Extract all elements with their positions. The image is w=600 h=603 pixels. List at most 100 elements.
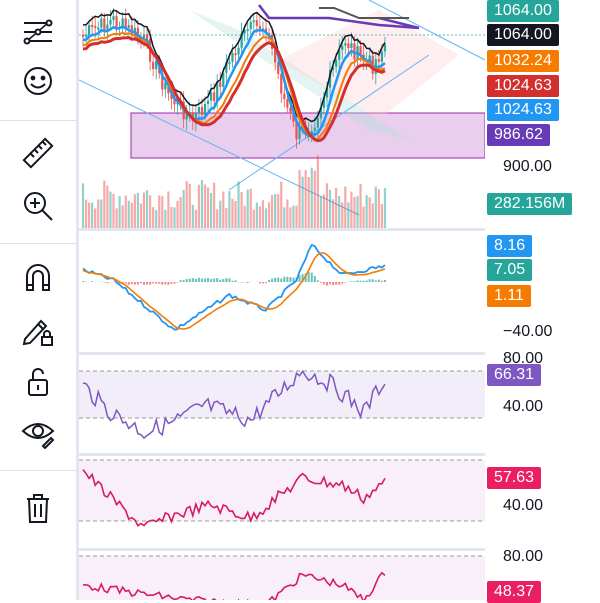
macd-histogram-bar bbox=[335, 282, 337, 285]
volume-bar bbox=[100, 200, 102, 228]
candle-body bbox=[314, 128, 316, 131]
zoom-in-icon[interactable] bbox=[14, 186, 62, 226]
candle-body bbox=[283, 94, 285, 100]
drawing-toolbar bbox=[0, 0, 76, 600]
macd-histogram-bar bbox=[289, 277, 291, 282]
volume-bar bbox=[192, 205, 194, 228]
volume-bar bbox=[314, 171, 316, 228]
osc3-band bbox=[79, 556, 485, 600]
macd-histogram-bar bbox=[350, 281, 352, 282]
price-axis[interactable]: 1064.00 1064.00 1032.24 1024.63 1024.63 … bbox=[485, 0, 600, 600]
volume-bar bbox=[363, 207, 365, 228]
chart-area[interactable] bbox=[79, 0, 485, 600]
volume-bar bbox=[152, 207, 154, 228]
candle-body bbox=[82, 35, 84, 37]
volume-bar bbox=[228, 191, 230, 228]
macd-histogram-bar bbox=[360, 281, 362, 282]
magnet-icon[interactable] bbox=[14, 257, 62, 297]
candle-body bbox=[250, 22, 252, 29]
eye-icon[interactable] bbox=[14, 412, 62, 452]
candle-body bbox=[109, 20, 111, 25]
volume-bar bbox=[381, 204, 383, 228]
macd-histogram-bar bbox=[158, 282, 160, 284]
macd-badge-line: 8.16 bbox=[487, 235, 532, 257]
macd-histogram-bar bbox=[222, 279, 224, 282]
volume-bar bbox=[170, 207, 172, 228]
unlock-icon[interactable] bbox=[14, 362, 62, 402]
macd-histogram-bar bbox=[192, 278, 194, 282]
osc2-badge: 57.63 bbox=[487, 467, 541, 489]
macd-histogram-bar bbox=[91, 281, 93, 282]
macd-histogram-bar bbox=[262, 282, 264, 283]
volume-bar bbox=[268, 202, 270, 228]
pane-divider[interactable] bbox=[79, 453, 485, 456]
volume-bar bbox=[219, 201, 221, 228]
volume-bar bbox=[155, 210, 157, 228]
macd-histogram-bar bbox=[189, 279, 191, 282]
pane-divider[interactable] bbox=[79, 352, 485, 355]
volume-bar bbox=[335, 188, 337, 228]
pencil-lock-icon[interactable] bbox=[14, 310, 62, 350]
volume-bar bbox=[375, 187, 377, 228]
volume-bar bbox=[247, 190, 249, 228]
candle-body bbox=[253, 20, 255, 22]
volume-bar bbox=[289, 208, 291, 228]
price-badge-ma-blue: 1024.63 bbox=[487, 99, 559, 121]
volume-bar bbox=[341, 202, 343, 228]
volume-bar bbox=[231, 199, 233, 228]
candle-body bbox=[201, 107, 203, 115]
volume-bar bbox=[302, 177, 304, 228]
price-badge-last: 1064.00 bbox=[487, 0, 559, 22]
toolbar-divider bbox=[0, 470, 76, 471]
volume-bar bbox=[125, 196, 127, 228]
macd-histogram-bar bbox=[152, 282, 154, 283]
pane-divider[interactable] bbox=[79, 228, 485, 231]
ma-gray-line bbox=[319, 8, 409, 18]
macd-histogram-bar bbox=[131, 282, 133, 284]
candle-body bbox=[237, 48, 239, 55]
macd-histogram-bar bbox=[329, 282, 331, 284]
macd-histogram-bar bbox=[183, 280, 185, 282]
volume-bar bbox=[234, 201, 236, 228]
macd-badge-histogram: 7.05 bbox=[487, 259, 532, 281]
macd-histogram-bar bbox=[369, 279, 371, 282]
macd-histogram-bar bbox=[228, 278, 230, 282]
macd-histogram-bar bbox=[82, 281, 84, 282]
volume-bar bbox=[103, 181, 105, 228]
macd-histogram-bar bbox=[378, 280, 380, 282]
volume-bar bbox=[350, 192, 352, 228]
price-badge-ma-orange: 1032.24 bbox=[487, 50, 559, 72]
macd-histogram-bar bbox=[186, 279, 188, 282]
volume-bar bbox=[137, 193, 139, 228]
volume-bar bbox=[237, 182, 239, 228]
volume-bar bbox=[204, 185, 206, 228]
macd-histogram-bar bbox=[177, 282, 179, 283]
macd-histogram-bar bbox=[314, 276, 316, 282]
pane-divider[interactable] bbox=[79, 548, 485, 551]
candle-body bbox=[198, 107, 200, 114]
macd-histogram-bar bbox=[353, 281, 355, 282]
smiley-icon[interactable] bbox=[14, 61, 62, 101]
candle-body bbox=[94, 26, 96, 28]
volume-bar bbox=[222, 192, 224, 228]
ruler-icon[interactable] bbox=[14, 133, 62, 173]
candle-body bbox=[85, 35, 87, 37]
candle-body bbox=[115, 16, 117, 27]
candle-body bbox=[112, 16, 114, 20]
volume-bar bbox=[176, 201, 178, 228]
volume-bar bbox=[308, 177, 310, 228]
candle-body bbox=[91, 25, 93, 27]
macd-histogram-bar bbox=[338, 282, 340, 285]
macd-histogram-bar bbox=[317, 280, 319, 282]
volume-bar bbox=[82, 183, 84, 228]
lines-icon[interactable] bbox=[14, 12, 62, 52]
macd-histogram-bar bbox=[344, 282, 346, 283]
candle-body bbox=[219, 82, 221, 87]
volume-bar bbox=[298, 170, 300, 228]
volume-bar bbox=[119, 196, 121, 228]
macd-histogram-bar bbox=[149, 282, 151, 285]
trash-icon[interactable] bbox=[14, 488, 62, 528]
macd-histogram-bar bbox=[292, 278, 294, 282]
osc3-tick: 80.00 bbox=[503, 548, 543, 566]
macd-histogram-bar bbox=[207, 278, 209, 282]
